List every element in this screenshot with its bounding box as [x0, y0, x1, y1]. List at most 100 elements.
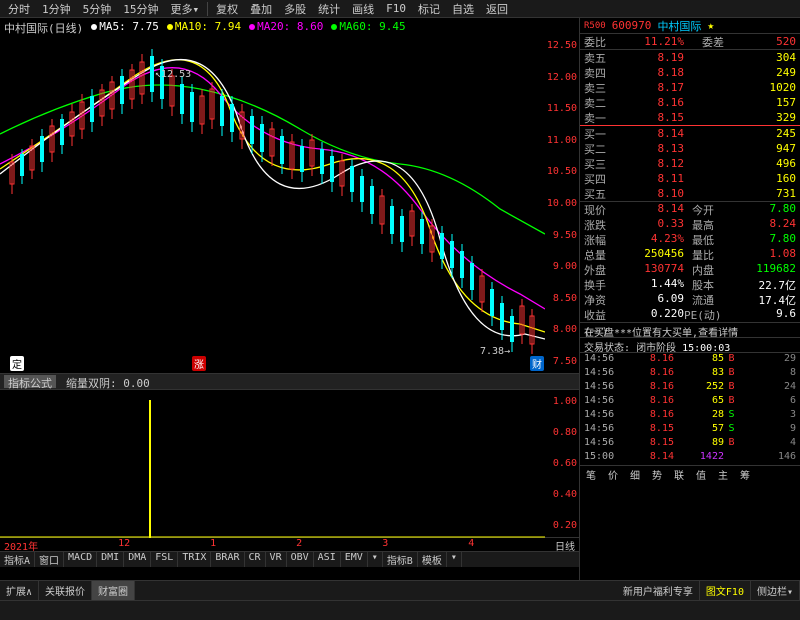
tab-chuangkou[interactable]: 窗口: [35, 552, 64, 567]
side-panel: R500 600970 中村国际 ★ 委比 11.21% 委差 520 卖五8.…: [580, 18, 800, 580]
kline-svg: [0, 34, 545, 374]
tick-row: 15:008.141422146: [580, 451, 800, 465]
btn-cebianlan[interactable]: 侧边栏▾: [751, 581, 800, 600]
tf-1min[interactable]: 1分钟: [36, 1, 77, 17]
bid-row: 买三8.12496: [580, 156, 800, 171]
tab-fsl[interactable]: FSL: [151, 552, 178, 567]
low-annotation: 7.38→: [480, 346, 510, 357]
tab-dmi[interactable]: DMI: [97, 552, 124, 567]
kline-main-chart[interactable]: ↖12.53 7.38→ 定 涨 财 12.5012.0011.50 11.00…: [0, 34, 579, 374]
alert-message[interactable]: 在买盘***位置有大买单,查看详情: [580, 323, 800, 338]
side-tab-zhi[interactable]: 值: [690, 466, 712, 481]
tab-zhiba-a[interactable]: 指标A: [0, 552, 35, 567]
stat-row: 涨幅4.23%最低7.80: [580, 232, 800, 247]
separator: [207, 2, 208, 16]
tick-row: 14:568.1683B8: [580, 367, 800, 381]
tick-row: 14:568.1665B6: [580, 395, 800, 409]
r500-icon: R500: [584, 21, 606, 31]
bid-row: 买五8.10731: [580, 186, 800, 201]
badge-zhang[interactable]: 涨: [192, 356, 206, 371]
bottom-bar: 扩展∧ 关联报价 财富圈 新用户福利专享 图文F10 侧边栏▾: [0, 580, 800, 620]
sub-svg: [0, 390, 545, 538]
chart-panel: 中村国际(日线) MA5: 7.75 MA10: 7.94 MA20: 8.60…: [0, 18, 580, 580]
side-bottom-tabs: 笔 价 细 势 联 值 主 筹: [580, 465, 800, 481]
stock-name-daily: 中村国际(日线): [4, 20, 83, 32]
ma20-label: MA20: 8.60: [249, 20, 323, 32]
promo-text[interactable]: 新用户福利专享: [617, 581, 700, 600]
ma5-label: MA5: 7.75: [91, 20, 159, 32]
ask-row: 卖五8.19304: [580, 50, 800, 65]
stat-row: 净资6.09流通17.4亿: [580, 292, 800, 307]
trading-status: 交易状态: 闭市阶段 15:00:03: [580, 338, 800, 353]
tab-emv[interactable]: EMV: [341, 552, 368, 567]
btn-fanhui[interactable]: 返回: [480, 1, 514, 17]
side-tab-zhu[interactable]: 主: [712, 466, 734, 481]
btn-f10[interactable]: F10: [380, 2, 412, 15]
stock-header: R500 600970 中村国际 ★: [580, 18, 800, 34]
bid-row: 买二8.13947: [580, 141, 800, 156]
btn-duogu[interactable]: 多股: [278, 1, 312, 17]
side-tab-jia[interactable]: 价: [602, 466, 624, 481]
side-tab-xi[interactable]: 细: [624, 466, 646, 481]
stat-row: 外盘130774内盘119682: [580, 262, 800, 277]
side-tab-chou[interactable]: 筹: [734, 466, 756, 481]
tab-more-b[interactable]: ▾: [447, 552, 462, 567]
badge-ding[interactable]: 定: [10, 356, 24, 371]
ask-row: 卖四8.18249: [580, 65, 800, 80]
tab-brar[interactable]: BRAR: [211, 552, 244, 567]
tf-15min[interactable]: 15分钟: [117, 1, 164, 17]
tab-zhiba-b[interactable]: 指标B: [383, 552, 418, 567]
indicator-tab-bar: 指标A 窗口 MACD DMI DMA FSL TRIX BRAR CR VR …: [0, 552, 579, 567]
tab-asi[interactable]: ASI: [314, 552, 341, 567]
tab-dma[interactable]: DMA: [124, 552, 151, 567]
btn-caifuquan[interactable]: 财富圈: [92, 581, 135, 600]
tf-5min[interactable]: 5分钟: [77, 1, 118, 17]
stat-row: 总量250456量比1.08: [580, 247, 800, 262]
tab-vr[interactable]: VR: [266, 552, 287, 567]
tick-row: 14:568.1589B4: [580, 437, 800, 451]
indicator-formula-btn[interactable]: 指标公式: [4, 375, 56, 388]
btn-guanlian[interactable]: 关联报价: [39, 581, 92, 600]
tab-trix[interactable]: TRIX: [178, 552, 211, 567]
bid-row: 买四8.11160: [580, 171, 800, 186]
orderbook: 委比 11.21% 委差 520 卖五8.19304卖四8.18249卖三8.1…: [580, 34, 800, 202]
time-axis: 2021年121 234 日线: [0, 538, 579, 552]
tab-macd[interactable]: MACD: [64, 552, 97, 567]
main-yaxis: 12.5012.0011.50 11.0010.5010.00 9.509.00…: [547, 34, 577, 373]
star-icon[interactable]: ★: [707, 19, 714, 32]
stat-row: 换手1.44%股本22.7亿: [580, 277, 800, 292]
stat-row: 现价8.14今开7.80: [580, 202, 800, 217]
stock-name: 中村国际: [657, 18, 701, 34]
tab-obv[interactable]: OBV: [287, 552, 314, 567]
stat-row: 收益(一)0.220PE(动)9.6: [580, 307, 800, 322]
tick-row: 14:568.16252B24: [580, 381, 800, 395]
btn-huaxian[interactable]: 画线: [346, 1, 380, 17]
tab-cr[interactable]: CR: [245, 552, 266, 567]
tf-more[interactable]: 更多▾: [165, 1, 206, 17]
tab-muban[interactable]: 模板: [418, 552, 447, 567]
top-toolbar: 分时 1分钟 5分钟 15分钟 更多▾ 复权 叠加 多股 统计 画线 F10 标…: [0, 0, 800, 18]
commit-ratio-row: 委比 11.21% 委差 520: [580, 34, 800, 49]
tick-row: 14:568.1557S9: [580, 423, 800, 437]
side-tab-shi[interactable]: 势: [646, 466, 668, 481]
stats-panel: 现价8.14今开7.80涨跌0.33最高8.24涨幅4.23%最低7.80总量2…: [580, 202, 800, 323]
btn-fuquan[interactable]: 复权: [210, 1, 244, 17]
chart-legend: 中村国际(日线) MA5: 7.75 MA10: 7.94 MA20: 8.60…: [0, 18, 579, 34]
tab-more-a[interactable]: ▾: [368, 552, 383, 567]
sub-yaxis: 1.000.800.60 0.400.20: [553, 390, 577, 537]
side-tab-lian[interactable]: 联: [668, 466, 690, 481]
side-tab-bi[interactable]: 笔: [580, 466, 602, 481]
bid-row: 买一8.14245: [580, 126, 800, 141]
btn-tuwen-f10[interactable]: 图文F10: [700, 581, 751, 600]
stat-row: 涨跌0.33最高8.24: [580, 217, 800, 232]
sub-indicator-chart[interactable]: 1.000.800.60 0.400.20: [0, 390, 579, 538]
tf-fenshi[interactable]: 分时: [2, 1, 36, 17]
btn-tongji[interactable]: 统计: [312, 1, 346, 17]
btn-kuozhan[interactable]: 扩展∧: [0, 581, 39, 600]
tick-row: 14:568.1628S3: [580, 409, 800, 423]
badge-cai[interactable]: 财: [530, 356, 544, 371]
btn-biaoji[interactable]: 标记: [412, 1, 446, 17]
btn-zixuan[interactable]: 自选: [446, 1, 480, 17]
btn-diejia[interactable]: 叠加: [244, 1, 278, 17]
ask-row: 卖三8.171020: [580, 80, 800, 95]
